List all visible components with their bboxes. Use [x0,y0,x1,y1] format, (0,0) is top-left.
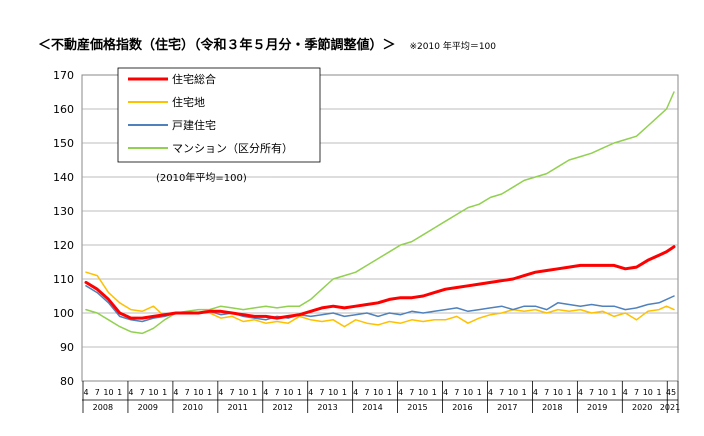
year-label: 2015 [407,403,427,412]
month-tick-label: 1 [432,388,437,397]
month-tick-label: 4 [83,388,88,397]
chart-heading: ＜不動産価格指数（住宅）（令和３年５月分・季節調整値）＞ ※2010 年平均＝10… [38,34,496,53]
year-label: 2012 [272,403,292,412]
y-tick-label: 100 [53,307,74,320]
month-tick-label: 1 [117,388,122,397]
month-tick-label: 1 [207,388,212,397]
month-tick-label: 7 [140,388,145,397]
month-tick-label: 7 [364,388,369,397]
month-tick-label: 10 [598,388,608,397]
month-tick-label: 10 [148,388,158,397]
y-tick-label: 140 [53,171,74,184]
legend-label-condo: マンション（区分所有） [172,141,293,155]
month-tick-label: 1 [252,388,257,397]
month-tick-label: 1 [297,388,302,397]
month-tick-label: 4 [533,388,538,397]
y-tick-label: 80 [60,375,74,388]
month-tick-label: 7 [274,388,279,397]
year-label: 2016 [452,403,472,412]
month-tick-label: 4 [263,388,268,397]
month-tick-label: 7 [185,388,190,397]
month-tick-label: 1 [567,388,572,397]
y-tick-label: 150 [53,137,74,150]
month-tick-label: 1 [342,388,347,397]
chart-title: ＜不動産価格指数（住宅）（令和３年５月分・季節調整値）＞ [38,38,396,53]
month-tick-label: 7 [230,388,235,397]
year-label: 2014 [362,403,382,412]
y-tick-label: 130 [53,205,74,218]
month-tick-label: 4 [623,388,628,397]
year-label: 2010 [183,403,203,412]
month-tick-label: 4 [443,388,448,397]
y-tick-label: 120 [53,239,74,252]
month-tick-label: 10 [463,388,473,397]
month-tick-label: 10 [418,388,428,397]
y-tick-label: 160 [53,103,74,116]
legend-label-total: 住宅総合 [172,72,216,86]
month-tick-label: 4 [128,388,133,397]
year-label: 2020 [632,403,652,412]
month-tick-label: 10 [508,388,518,397]
year-label: 2018 [542,403,562,412]
y-axis-tick-labels: 80 90 100 110 120 130 140 150 160 170 [53,69,74,388]
month-tick-label: 7 [544,388,549,397]
month-tick-label: 7 [95,388,100,397]
legend-label-detached: 戸建住宅 [172,118,216,132]
year-label: 2008 [93,403,113,412]
month-tick-label: 1 [162,388,167,397]
month-tick-label: 4 [488,388,493,397]
month-tick-label: 1 [656,388,661,397]
legend-box [117,67,321,163]
legend-label-land: 住宅地 [172,95,205,109]
month-tick-label: 7 [409,388,414,397]
month-tick-label: 45 [666,388,676,397]
month-tick-label: 7 [499,388,504,397]
month-tick-label: 10 [328,388,338,397]
year-label: 2017 [497,403,517,412]
month-tick-label: 1 [477,388,482,397]
month-tick-label: 10 [238,388,248,397]
year-label: 2011 [228,403,248,412]
month-tick-label: 7 [634,388,639,397]
month-tick-label: 7 [454,388,459,397]
series-line-0 [84,245,676,320]
y-tick-label: 90 [60,341,74,354]
year-label: 2009 [138,403,158,412]
month-tick-label: 10 [283,388,293,397]
month-tick-label: 10 [193,388,203,397]
month-tick-label: 4 [218,388,223,397]
year-label: 2013 [317,403,337,412]
series-lines [84,91,676,335]
month-tick-label: 4 [353,388,358,397]
month-tick-label: 10 [103,388,113,397]
base-year-annotation: (2010年平均=100) [156,171,247,184]
y-tick-label: 110 [53,273,74,286]
month-tick-label: 10 [373,388,383,397]
month-tick-label: 4 [308,388,313,397]
month-tick-label: 1 [612,388,617,397]
month-tick-label: 1 [522,388,527,397]
month-tick-label: 4 [173,388,178,397]
year-label: 2019 [587,403,607,412]
month-tick-label: 1 [387,388,392,397]
month-tick-label: 10 [553,388,563,397]
legend: 住宅総合 住宅地 戸建住宅 マンション（区分所有） [117,67,321,163]
month-tick-label: 7 [589,388,594,397]
year-label: 2021 [660,403,680,412]
y-tick-label: 170 [53,69,74,82]
month-tick-label: 7 [319,388,324,397]
month-tick-label: 4 [578,388,583,397]
base-year-note: ※2010 年平均＝100 [409,42,497,52]
month-tick-label: 10 [643,388,653,397]
month-tick-label: 4 [398,388,403,397]
